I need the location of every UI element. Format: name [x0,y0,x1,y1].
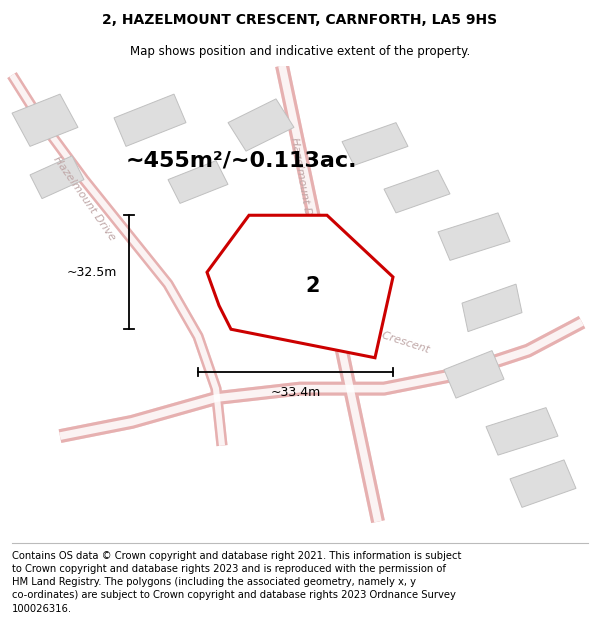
Polygon shape [486,408,558,455]
Polygon shape [228,99,294,151]
Text: ~33.4m: ~33.4m [271,386,320,399]
Text: 2, HAZELMOUNT CRESCENT, CARNFORTH, LA5 9HS: 2, HAZELMOUNT CRESCENT, CARNFORTH, LA5 9… [103,12,497,27]
Text: 2: 2 [305,276,320,296]
Text: Hazelmount Crescent: Hazelmount Crescent [313,308,431,355]
Text: Hazelmount Drive: Hazelmount Drive [289,136,317,237]
Text: ~32.5m: ~32.5m [67,266,117,279]
Polygon shape [510,460,576,508]
Polygon shape [30,156,84,199]
Text: ~455m²/~0.113ac.: ~455m²/~0.113ac. [126,151,358,171]
Polygon shape [114,94,186,146]
Polygon shape [444,351,504,398]
Polygon shape [207,215,393,358]
Text: Contains OS data © Crown copyright and database right 2021. This information is : Contains OS data © Crown copyright and d… [12,551,461,614]
Text: Map shows position and indicative extent of the property.: Map shows position and indicative extent… [130,45,470,58]
Text: Hazelmount Drive: Hazelmount Drive [51,154,117,242]
Polygon shape [438,213,510,261]
Polygon shape [384,170,450,213]
Polygon shape [168,161,228,203]
Polygon shape [462,284,522,332]
Polygon shape [342,122,408,166]
Polygon shape [12,94,78,146]
